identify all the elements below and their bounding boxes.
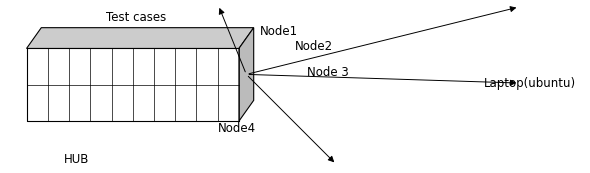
Text: Test cases: Test cases [106, 11, 166, 24]
Text: HUB: HUB [64, 153, 90, 166]
Text: Node1: Node1 [260, 25, 298, 38]
Polygon shape [27, 28, 254, 48]
Text: Node 3: Node 3 [307, 66, 349, 79]
Polygon shape [239, 28, 254, 121]
Text: Node2: Node2 [295, 40, 333, 53]
Polygon shape [27, 48, 239, 121]
Text: Node4: Node4 [218, 121, 257, 135]
Text: Laptop(ubuntu): Laptop(ubuntu) [484, 76, 576, 90]
